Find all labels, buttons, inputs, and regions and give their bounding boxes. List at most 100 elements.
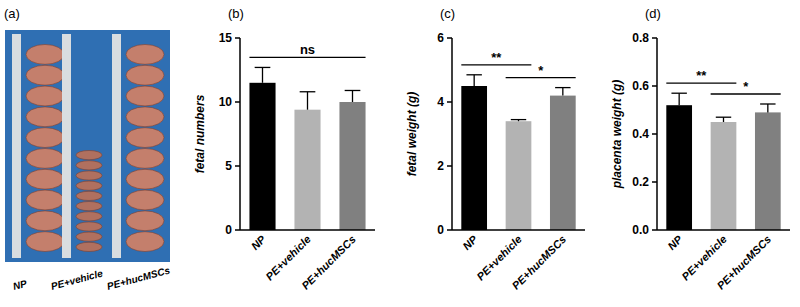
y-tick [447, 165, 452, 167]
y-tick-label: 0.2 [632, 175, 649, 189]
fetus [26, 211, 64, 231]
fetus [26, 149, 64, 169]
fetus [126, 232, 164, 252]
fetus [126, 149, 164, 169]
bar [755, 112, 781, 230]
group-label: PE+hucMSCs [106, 264, 172, 291]
error-whisker [352, 90, 353, 102]
fetus [26, 107, 64, 127]
error-whisker [307, 92, 308, 110]
y-tick-label: 0.8 [632, 31, 649, 45]
bar [666, 105, 692, 230]
y-tick-label: 10 [219, 95, 233, 109]
y-tick-label: 4 [437, 95, 444, 109]
error-bar [300, 92, 316, 110]
fetus [26, 232, 64, 252]
fetus [126, 86, 164, 106]
fetus [26, 169, 64, 189]
error-cap [671, 93, 686, 94]
fetus [76, 161, 102, 170]
bar-chart: (d)0.00.20.40.60.8placenta weight (g)NPP… [610, 6, 790, 292]
fetus [76, 212, 102, 221]
group-label: PE+vehicle [50, 267, 105, 291]
error-whisker [679, 93, 680, 105]
figure: (a)NPPE+vehiclePE+hucMSCs(b)051015fetal … [0, 0, 800, 307]
fetus [76, 151, 102, 160]
significance-label: ** [696, 68, 707, 83]
bar-chart: (b)051015fetal numbersNPPE+vehiclePE+huc… [193, 6, 375, 292]
x-tick-label: PE+vehicle [263, 233, 313, 283]
x-tick-label: PE+hucMSCs [509, 233, 568, 292]
error-whisker [767, 104, 768, 112]
error-cap [555, 87, 570, 88]
x-tick-label: NP [249, 232, 269, 252]
y-tick [447, 37, 452, 39]
error-bar [760, 104, 775, 112]
fetus [76, 181, 102, 190]
x-tick-label: NP [460, 232, 480, 252]
fetus [126, 107, 164, 127]
x-tick-label: PE+hucMSCs [299, 233, 358, 292]
fetus [126, 128, 164, 148]
fetus [26, 45, 64, 65]
y-tick [447, 101, 452, 103]
y-axis [239, 38, 241, 230]
error-bar [555, 88, 570, 96]
error-bar [345, 90, 361, 102]
fetus [76, 242, 102, 251]
group-label: NP [12, 278, 29, 292]
error-bar [716, 117, 731, 122]
error-cap [466, 74, 481, 75]
x-tick-label: NP [665, 232, 685, 252]
fetus [126, 45, 164, 65]
error-cap [760, 103, 775, 104]
y-tick [235, 37, 240, 39]
y-tick [235, 165, 240, 167]
y-tick-label: 2 [437, 159, 444, 173]
x-axis [452, 229, 585, 231]
significance-label: ** [491, 50, 502, 65]
y-tick [235, 101, 240, 103]
y-tick-label: 0 [437, 223, 444, 237]
error-cap [716, 117, 731, 118]
y-tick [652, 85, 657, 87]
y-tick-label: 0.6 [632, 79, 649, 93]
bar-chart: (c)0246fetal weight (g)NPPE+vehiclePE+hu… [405, 6, 585, 292]
error-bar [671, 93, 686, 105]
error-whisker [262, 67, 263, 82]
fetus [26, 190, 64, 210]
y-tick-label: 6 [437, 31, 444, 45]
panel-label: (b) [228, 6, 244, 21]
ruler [12, 34, 21, 258]
error-cap [300, 91, 316, 92]
y-tick-label: 0 [225, 223, 232, 237]
photo-background [5, 30, 170, 262]
error-bar [255, 67, 271, 82]
y-tick [652, 37, 657, 39]
ruler [62, 34, 71, 258]
panel-label: (d) [645, 6, 661, 21]
fetus [76, 171, 102, 180]
significance-label: * [538, 63, 544, 78]
y-tick [652, 229, 657, 231]
error-cap [511, 119, 526, 120]
bar [711, 122, 737, 230]
significance-label: * [743, 79, 749, 94]
error-whisker [562, 88, 563, 96]
marks [461, 75, 575, 230]
x-axis [240, 229, 375, 231]
fetus [126, 211, 164, 231]
marks [249, 67, 365, 230]
y-tick [235, 229, 240, 231]
fetus [26, 86, 64, 106]
bar [506, 121, 532, 230]
bar [339, 102, 365, 230]
fetus [126, 190, 164, 210]
error-cap [345, 90, 361, 91]
y-axis-label: fetal numbers [193, 94, 207, 173]
x-tick-label: PE+hucMSCs [714, 233, 773, 292]
fetus [26, 65, 64, 85]
error-bar [466, 75, 481, 86]
y-tick-label: 15 [219, 31, 233, 45]
error-bar [511, 120, 526, 122]
